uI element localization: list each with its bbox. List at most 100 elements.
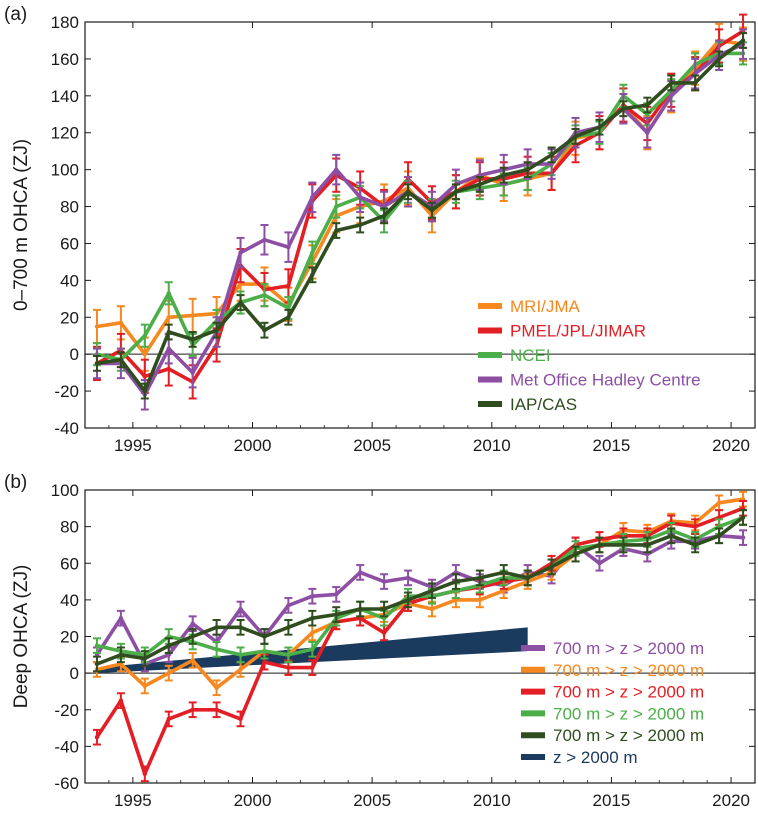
data-point	[501, 172, 506, 178]
data-point	[166, 315, 171, 320]
data-point	[166, 346, 171, 351]
y-tick-label: 140	[51, 87, 79, 106]
legend-label: 700 m > z > 2000 m	[553, 683, 704, 702]
x-tick-label: 2005	[353, 436, 391, 455]
data-point	[453, 579, 459, 584]
legend-label: 700 m > z > 2000 m	[553, 661, 704, 680]
data-point	[190, 707, 195, 712]
y-tick-label: 80	[60, 198, 79, 217]
data-point	[645, 542, 650, 548]
x-tick-label: 2015	[593, 791, 631, 810]
data-point	[334, 612, 339, 617]
data-point	[262, 292, 267, 298]
legend-label: 700 m > z > 2000 m	[553, 726, 704, 745]
panel-label: (b)	[4, 472, 27, 493]
series-line	[95, 497, 745, 690]
data-point	[262, 648, 267, 654]
data-point	[142, 771, 148, 777]
series-line	[95, 506, 745, 776]
x-tick-label: 2020	[712, 791, 750, 810]
y-axis-label: 0–700 m OHCA (ZJ)	[11, 139, 32, 311]
data-point	[190, 634, 195, 639]
data-point	[549, 152, 554, 158]
series-2	[92, 41, 748, 372]
data-point	[118, 357, 124, 362]
data-point	[429, 606, 435, 612]
data-point	[381, 606, 387, 612]
data-point	[262, 327, 267, 333]
data-point	[118, 698, 124, 703]
data-point	[166, 291, 171, 296]
data-point	[549, 564, 554, 570]
data-point	[429, 208, 435, 213]
data-point	[310, 272, 315, 278]
data-point	[334, 228, 339, 233]
data-point	[262, 237, 267, 242]
data-point	[692, 542, 698, 548]
y-tick-label: -60	[54, 774, 79, 793]
x-tick-label: 1995	[114, 791, 152, 810]
data-point	[286, 625, 291, 630]
series-line	[95, 38, 745, 393]
data-point	[716, 533, 722, 538]
y-tick-label: -20	[54, 382, 79, 401]
data-point	[166, 716, 171, 722]
data-point	[142, 683, 148, 689]
data-point	[429, 588, 435, 593]
data-point	[238, 716, 243, 722]
y-tick-label: 60	[60, 234, 79, 253]
data-point	[286, 315, 291, 320]
y-axis-label: Deep OHCA (ZJ)	[11, 565, 32, 709]
panel-label: (a)	[4, 4, 27, 25]
data-point	[94, 735, 100, 740]
data-point	[118, 615, 124, 621]
legend-label: MRI/JMA	[510, 297, 581, 316]
data-point	[357, 570, 363, 575]
data-point	[286, 652, 291, 658]
data-point	[621, 106, 626, 111]
x-tick-label: 2010	[473, 791, 511, 810]
data-point	[597, 561, 602, 566]
series-4	[92, 32, 748, 400]
data-point	[334, 592, 339, 597]
data-point	[142, 351, 148, 357]
data-point	[357, 195, 363, 200]
series-line	[95, 29, 745, 384]
y-tick-label: 160	[51, 50, 79, 69]
data-point	[214, 707, 219, 712]
data-point	[669, 80, 674, 86]
data-point	[94, 361, 100, 366]
y-tick-label: 120	[51, 124, 79, 143]
data-point	[669, 533, 674, 538]
legend-label: 700 m > z > 2000 m	[553, 704, 704, 723]
legend-label: Met Office Hadley Centre	[510, 371, 701, 390]
data-point	[142, 374, 148, 379]
data-point	[190, 370, 195, 375]
data-point	[286, 283, 291, 289]
data-point	[286, 603, 291, 608]
data-point	[94, 324, 100, 329]
data-point	[310, 250, 315, 255]
x-tick-label: 2015	[593, 436, 631, 455]
data-point	[716, 56, 722, 62]
data-point	[286, 665, 291, 670]
y-tick-label: -20	[54, 701, 79, 720]
data-point	[118, 320, 124, 326]
data-point	[238, 250, 243, 255]
data-point	[310, 665, 315, 670]
data-point	[190, 621, 195, 626]
data-point	[262, 659, 267, 665]
series-line	[95, 515, 745, 666]
legend-label: NCEI	[510, 346, 551, 365]
data-point	[214, 327, 219, 333]
y-tick-label: 100	[51, 161, 79, 180]
data-point	[597, 124, 602, 130]
data-point	[214, 647, 219, 652]
data-point	[190, 658, 195, 663]
y-tick-label: -40	[54, 737, 79, 756]
data-point	[501, 570, 506, 575]
data-point	[310, 594, 315, 599]
series-4	[92, 509, 748, 673]
data-point	[142, 388, 148, 394]
